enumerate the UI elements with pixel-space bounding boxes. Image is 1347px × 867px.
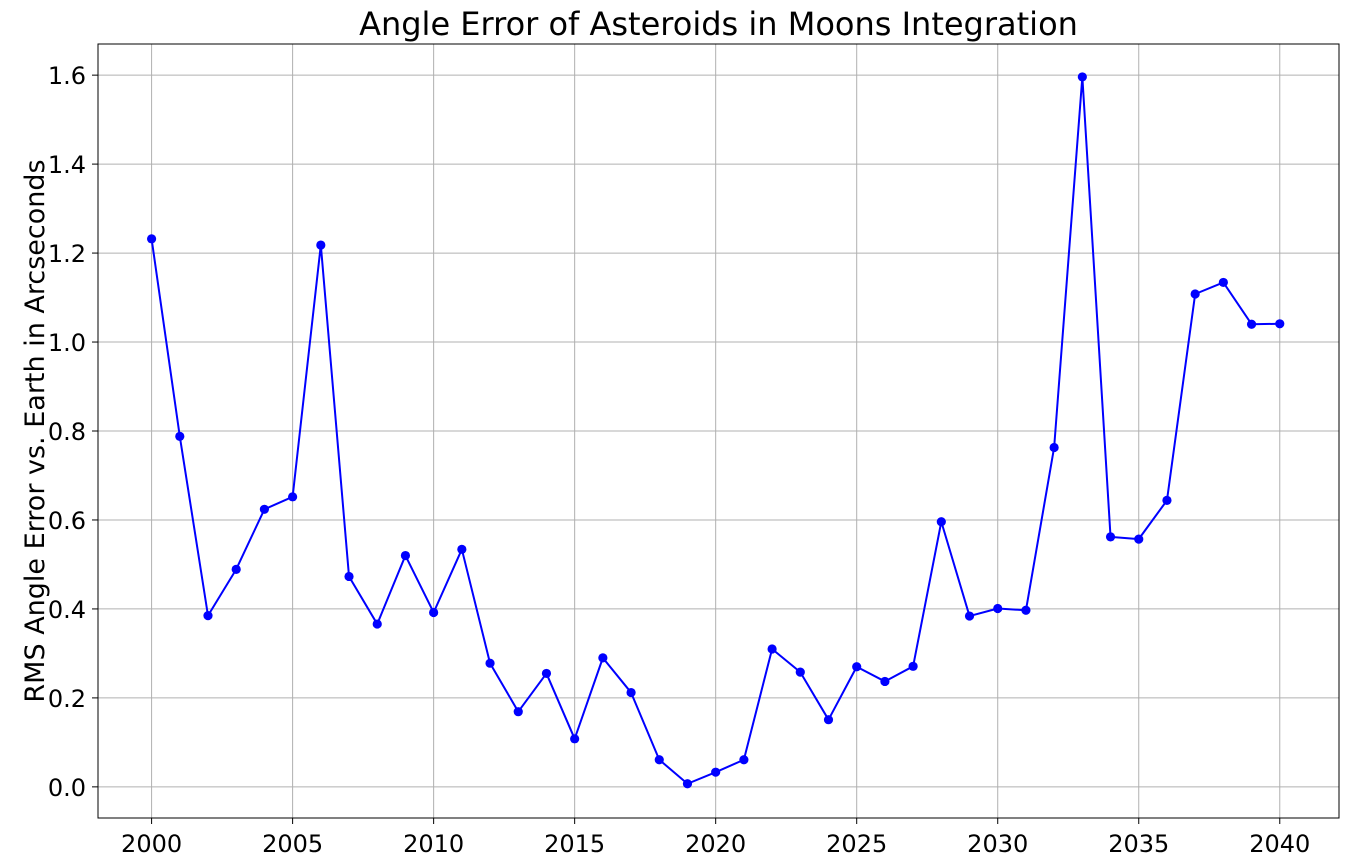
x-tick-label: 2025	[826, 830, 887, 858]
y-axis-label: RMS Angle Error vs. Earth in Arcseconds	[20, 159, 51, 702]
y-tick-label: 0.4	[48, 596, 86, 624]
data-point	[203, 611, 213, 621]
data-point	[908, 661, 918, 671]
data-point	[513, 707, 523, 717]
data-point	[570, 734, 580, 744]
data-point	[880, 676, 890, 687]
data-point	[964, 611, 975, 621]
data-point	[259, 504, 270, 514]
data-point	[598, 653, 608, 663]
data-point	[1021, 605, 1031, 615]
x-tick-label: 2005	[262, 830, 323, 858]
data-point	[852, 662, 862, 672]
data-point	[1275, 319, 1285, 329]
data-point	[429, 607, 439, 618]
y-tick-label: 0.6	[48, 507, 86, 535]
data-point	[626, 687, 636, 698]
grid	[98, 44, 1339, 818]
data-point	[146, 234, 157, 244]
data-point	[993, 603, 1003, 614]
data-point	[936, 517, 946, 527]
x-tick-label: 2035	[1108, 830, 1169, 858]
data-point	[682, 779, 693, 789]
data-point	[654, 755, 664, 765]
data-point	[372, 619, 382, 629]
data-point	[175, 431, 185, 441]
data-point	[795, 667, 805, 677]
y-tick-label: 0.2	[48, 685, 86, 713]
data-point	[767, 644, 777, 654]
data-point	[316, 240, 326, 250]
data-point	[1246, 319, 1257, 329]
x-tick-label: 2030	[967, 830, 1028, 858]
data-point	[1134, 534, 1144, 544]
data-point	[1218, 277, 1228, 288]
data-point	[1077, 72, 1087, 82]
data-point	[457, 544, 467, 554]
data-point	[344, 571, 354, 582]
data-point	[1105, 532, 1116, 542]
x-tick-label: 2010	[403, 830, 464, 858]
y-tick-label: 1.0	[48, 329, 86, 357]
data-point	[711, 767, 721, 777]
data-point	[541, 668, 552, 679]
data-point	[231, 564, 241, 574]
y-tick-label: 1.6	[48, 62, 86, 90]
data-point	[288, 492, 298, 502]
x-tick-label: 2040	[1249, 830, 1310, 858]
data-point	[823, 715, 834, 725]
y-tick-label: 1.2	[48, 240, 86, 268]
series-layer	[146, 72, 1285, 789]
data-point	[1049, 442, 1059, 453]
data-point	[485, 658, 495, 668]
data-point	[400, 550, 411, 561]
axis-ticks: 2000 2005 2010 2015 2020 2025 2030 2035 2040 0.0 0…	[48, 62, 1310, 858]
x-tick-label: 2000	[121, 830, 182, 858]
y-tick-label: 1.4	[48, 151, 86, 179]
data-point	[739, 755, 749, 765]
data-point	[1190, 289, 1200, 299]
chart-title: Angle Error of Asteroids in Moons Integr…	[359, 5, 1078, 43]
data-point	[1162, 495, 1172, 505]
y-tick-label: 0.0	[48, 774, 86, 802]
x-tick-label: 2020	[685, 830, 746, 858]
y-tick-label: 0.8	[48, 418, 86, 446]
x-tick-label: 2015	[544, 830, 605, 858]
